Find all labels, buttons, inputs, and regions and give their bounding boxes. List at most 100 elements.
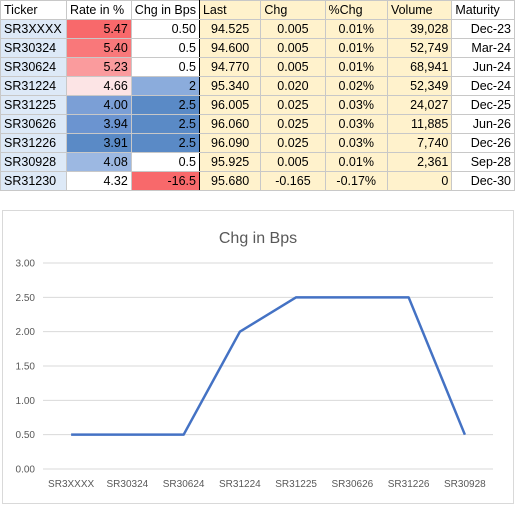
cell-chg[interactable]: 0.005 <box>260 57 326 77</box>
header-last[interactable]: Last <box>198 0 262 20</box>
cell-chg[interactable]: 0.020 <box>260 76 326 96</box>
header-chg[interactable]: Chg <box>260 0 326 20</box>
cell-ticker[interactable]: SR30928 <box>0 152 67 172</box>
cell-maturity[interactable]: Jun-26 <box>451 114 515 134</box>
cell-last[interactable]: 95.925 <box>198 152 262 172</box>
cell-chg-bps[interactable]: 0.50 <box>130 19 200 39</box>
cell-rate[interactable]: 4.00 <box>65 95 132 115</box>
header-volume[interactable]: Volume <box>386 0 453 20</box>
y-tick-label: 2.50 <box>16 293 36 304</box>
cell-pct-chg[interactable]: 0.03% <box>324 95 388 115</box>
chart-title: Chg in Bps <box>219 230 297 247</box>
cell-maturity[interactable]: Dec-24 <box>451 76 515 96</box>
cell-chg-bps[interactable]: -16.5 <box>130 171 200 191</box>
cell-last[interactable]: 96.005 <box>198 95 262 115</box>
cell-rate[interactable]: 4.08 <box>65 152 132 172</box>
cell-volume[interactable]: 24,027 <box>386 95 453 115</box>
cell-rate[interactable]: 5.40 <box>65 38 132 58</box>
header-maturity[interactable]: Maturity <box>451 0 515 20</box>
cell-pct-chg[interactable]: 0.01% <box>324 38 388 58</box>
cell-pct-chg[interactable]: 0.03% <box>324 114 388 134</box>
cell-rate[interactable]: 4.32 <box>65 171 132 191</box>
cell-ticker[interactable]: SR3XXXX <box>0 19 67 39</box>
cell-rate[interactable]: 3.91 <box>65 133 132 153</box>
cell-pct-chg[interactable]: -0.17% <box>324 171 388 191</box>
table-row: SR30626 3.94 2.5 96.060 0.025 0.03% 11,885 Jun-… <box>0 114 515 134</box>
cell-ticker[interactable]: SR31225 <box>0 95 67 115</box>
cell-ticker[interactable]: SR31230 <box>0 171 67 191</box>
cell-maturity[interactable]: Dec-30 <box>451 171 515 191</box>
table-row: SR31224 4.66 2 95.340 0.020 0.02% 52,349 Dec-24 <box>0 76 515 96</box>
header-chg-bps[interactable]: Chg in Bps <box>130 0 200 20</box>
chart-y-axis: 0.00 0.50 1.00 1.50 2.00 2.50 3.00 <box>16 259 36 476</box>
x-tick-label: SR31226 <box>388 479 430 490</box>
chart-x-axis: SR3XXXX SR30324 SR30624 SR31224 SR31225 SR306… <box>48 479 486 490</box>
cell-last[interactable]: 94.770 <box>198 57 262 77</box>
cell-chg[interactable]: -0.165 <box>260 171 326 191</box>
x-tick-label: SR31224 <box>219 479 261 490</box>
cell-volume[interactable]: 7,740 <box>386 133 453 153</box>
cell-chg-bps[interactable]: 2.5 <box>130 133 200 153</box>
cell-pct-chg[interactable]: 0.01% <box>324 19 388 39</box>
cell-rate[interactable]: 3.94 <box>65 114 132 134</box>
cell-chg[interactable]: 0.025 <box>260 133 326 153</box>
y-tick-label: 2.00 <box>16 327 36 338</box>
cell-ticker[interactable]: SR30324 <box>0 38 67 58</box>
chart-canvas: Chg in Bps 0.000.501.001.502.002.503.00 … <box>16 230 493 490</box>
cell-volume[interactable]: 2,361 <box>386 152 453 172</box>
cell-volume[interactable]: 52,749 <box>386 38 453 58</box>
cell-chg[interactable]: 0.005 <box>260 152 326 172</box>
cell-rate[interactable]: 5.23 <box>65 57 132 77</box>
table-row: SR30624 5.23 0.5 94.770 0.005 0.01% 68,941 Jun-… <box>0 57 515 77</box>
cell-rate[interactable]: 5.47 <box>65 19 132 39</box>
cell-volume[interactable]: 52,349 <box>386 76 453 96</box>
cell-last[interactable]: 96.060 <box>198 114 262 134</box>
cell-chg-bps[interactable]: 2 <box>130 76 200 96</box>
cell-chg-bps[interactable]: 0.5 <box>130 152 200 172</box>
cell-chg[interactable]: 0.005 <box>260 19 326 39</box>
cell-volume[interactable]: 68,941 <box>386 57 453 77</box>
cell-last[interactable]: 94.600 <box>198 38 262 58</box>
header-ticker[interactable]: Ticker <box>0 0 67 20</box>
cell-volume[interactable]: 39,028 <box>386 19 453 39</box>
cell-chg[interactable]: 0.025 <box>260 114 326 134</box>
table-row: SR30928 4.08 0.5 95.925 0.005 0.01% 2,361 Sep-2… <box>0 152 515 172</box>
cell-maturity[interactable]: Mar-24 <box>451 38 515 58</box>
cell-ticker[interactable]: SR31224 <box>0 76 67 96</box>
cell-maturity[interactable]: Dec-25 <box>451 95 515 115</box>
cell-chg-bps[interactable]: 2.5 <box>130 114 200 134</box>
cell-maturity[interactable]: Dec-26 <box>451 133 515 153</box>
cell-pct-chg[interactable]: 0.01% <box>324 152 388 172</box>
cell-maturity[interactable]: Jun-24 <box>451 57 515 77</box>
cell-pct-chg[interactable]: 0.03% <box>324 133 388 153</box>
table-row: SR31230 4.32 -16.5 95.680 -0.165 -0.17% 0 Dec-3… <box>0 171 515 191</box>
cell-ticker[interactable]: SR31226 <box>0 133 67 153</box>
cell-chg[interactable]: 0.025 <box>260 95 326 115</box>
cell-ticker[interactable]: SR30626 <box>0 114 67 134</box>
cell-last[interactable]: 95.680 <box>198 171 262 191</box>
cell-pct-chg[interactable]: 0.01% <box>324 57 388 77</box>
header-rate[interactable]: Rate in % <box>65 0 132 20</box>
x-tick-label: SR3XXXX <box>48 479 94 490</box>
cell-chg[interactable]: 0.005 <box>260 38 326 58</box>
cell-chg-bps[interactable]: 0.5 <box>130 38 200 58</box>
cell-chg-bps[interactable]: 2.5 <box>130 95 200 115</box>
y-tick-label: 0.00 <box>16 465 36 476</box>
header-pct-chg[interactable]: %Chg <box>324 0 388 20</box>
cell-rate[interactable]: 4.66 <box>65 76 132 96</box>
cell-volume[interactable]: 0 <box>386 171 453 191</box>
cell-pct-chg[interactable]: 0.02% <box>324 76 388 96</box>
cell-last[interactable]: 96.090 <box>198 133 262 153</box>
y-tick-label: 0.50 <box>16 430 36 441</box>
cell-maturity[interactable]: Dec-23 <box>451 19 515 39</box>
table-body: SR3XXXX 5.47 0.50 94.525 0.005 0.01% 39,028 Dec… <box>0 19 515 191</box>
data-table: Ticker Rate in % Chg in Bps Last Chg %Ch… <box>0 0 515 191</box>
cell-chg-bps[interactable]: 0.5 <box>130 57 200 77</box>
table-row: SR30324 5.40 0.5 94.600 0.005 0.01% 52,749 Mar-… <box>0 38 515 58</box>
cell-volume[interactable]: 11,885 <box>386 114 453 134</box>
cell-ticker[interactable]: SR30624 <box>0 57 67 77</box>
cell-maturity[interactable]: Sep-28 <box>451 152 515 172</box>
cell-last[interactable]: 95.340 <box>198 76 262 96</box>
chart-series <box>71 296 467 436</box>
cell-last[interactable]: 94.525 <box>198 19 262 39</box>
